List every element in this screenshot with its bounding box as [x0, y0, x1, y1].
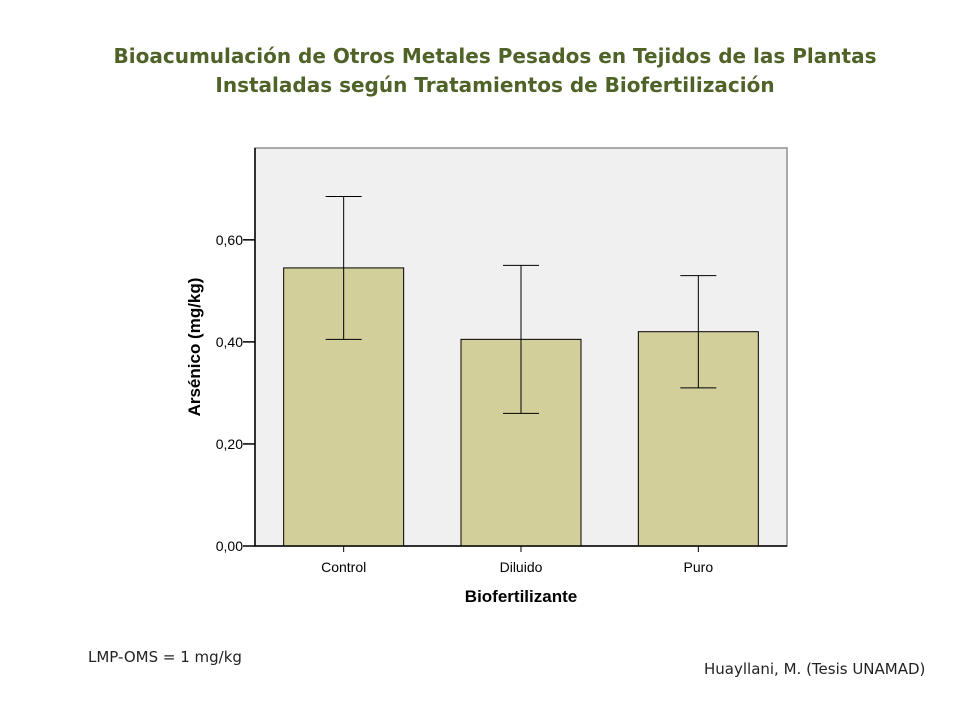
y-tick-label: 0,00	[216, 538, 243, 554]
x-ticks: Control Diluido Puro	[321, 546, 713, 575]
y-tick-label: 0,40	[216, 334, 243, 350]
footnote-lmp: LMP-OMS = 1 mg/kg	[88, 648, 242, 666]
chart-title-line-2: Instaladas según Tratamientos de Biofert…	[215, 73, 775, 97]
chart-title: Bioacumulación de Otros Metales Pesados …	[0, 42, 960, 100]
footnote-source: Huayllani, M. (Tesis UNAMAD)	[704, 660, 926, 678]
x-tick-label: Diluido	[500, 559, 543, 575]
y-ticks: 0,00 0,20 0,40 0,60	[216, 232, 255, 554]
y-axis-label: Arsénico (mg/kg)	[185, 278, 204, 417]
y-tick-label: 0,20	[216, 436, 243, 452]
x-tick-label: Control	[321, 559, 366, 575]
chart-title-line-1: Bioacumulación de Otros Metales Pesados …	[113, 44, 877, 68]
x-axis-label: Biofertilizante	[465, 587, 577, 606]
x-tick-label: Puro	[684, 559, 714, 575]
y-tick-label: 0,60	[216, 232, 243, 248]
error-bars-layer	[325, 195, 717, 414]
